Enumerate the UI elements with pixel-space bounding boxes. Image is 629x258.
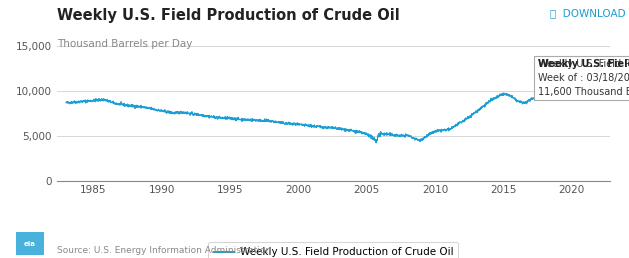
Text: ⤓  DOWNLOAD: ⤓ DOWNLOAD bbox=[550, 8, 626, 18]
Text: Weekly U.S. Field Production of Crude Oil
Week of : 03/18/2022
11,600 Thousand B: Weekly U.S. Field Production of Crude Oi… bbox=[538, 59, 629, 97]
Text: eia: eia bbox=[24, 241, 36, 247]
Text: Source: U.S. Energy Information Administration: Source: U.S. Energy Information Administ… bbox=[57, 246, 271, 255]
Text: Weekly U.S. Field Production of Crude Oil: Weekly U.S. Field Production of Crude Oi… bbox=[538, 59, 629, 69]
Text: Weekly U.S. Field Production of Crude Oil: Weekly U.S. Field Production of Crude Oi… bbox=[57, 8, 399, 23]
Text: Thousand Barrels per Day: Thousand Barrels per Day bbox=[57, 39, 192, 49]
Legend: Weekly U.S. Field Production of Crude Oil: Weekly U.S. Field Production of Crude Oi… bbox=[208, 242, 459, 258]
